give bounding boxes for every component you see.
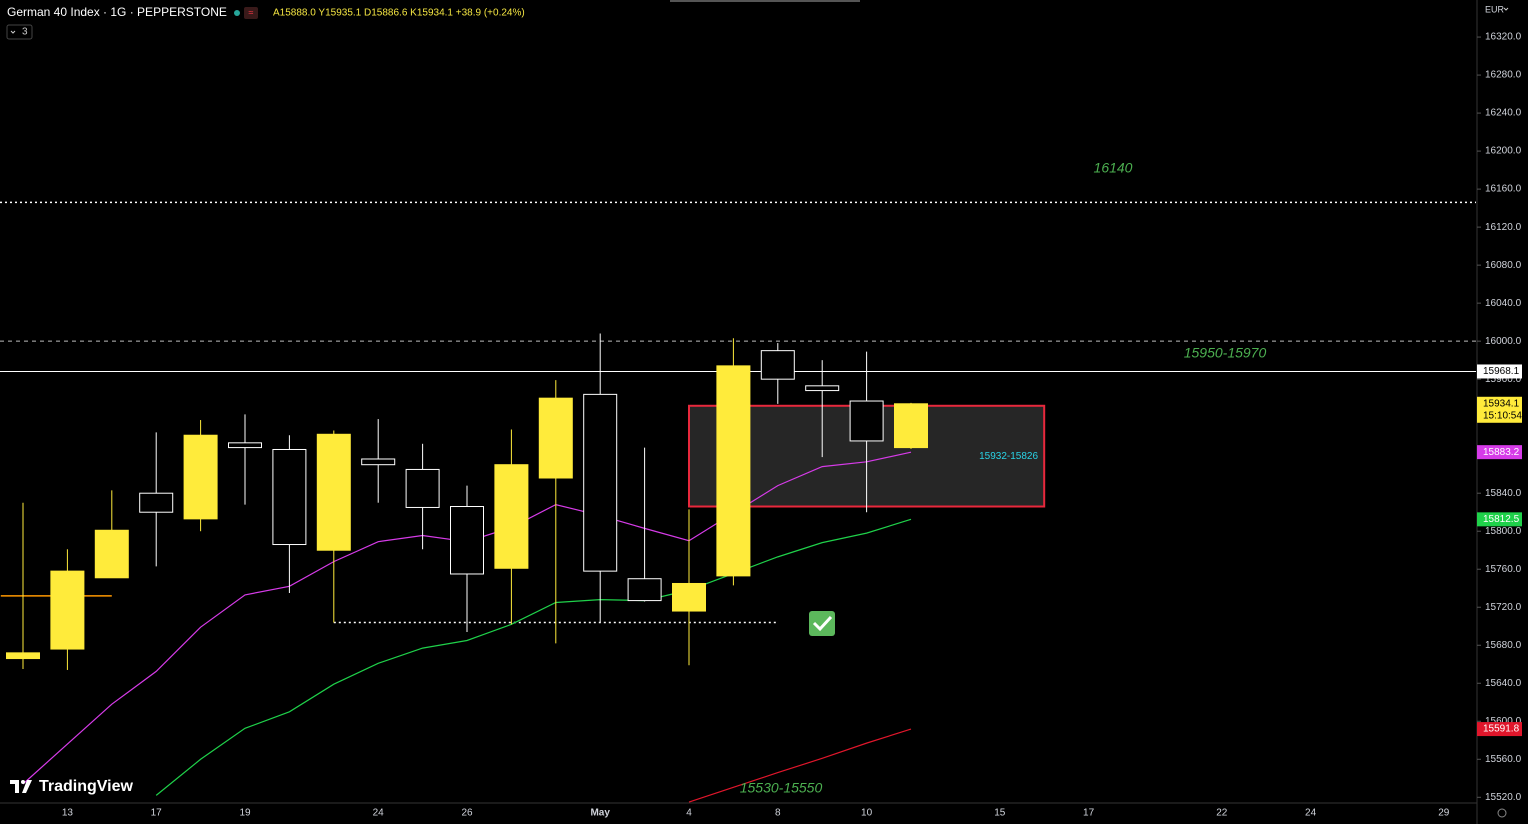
candle-body (450, 506, 484, 575)
status-icon-glyph: ≈ (249, 7, 254, 17)
annotation: 15530-15550 (740, 780, 823, 796)
chevron (1503, 7, 1509, 11)
zone-label: 15932-15826 (979, 451, 1038, 462)
price-tag-label: 15812.5 (1483, 514, 1520, 525)
y-tick-label: 16040.0 (1485, 298, 1522, 309)
candle-body (805, 385, 840, 392)
price-tag-bg (1477, 364, 1522, 379)
y-tick-label: 16120.0 (1485, 222, 1522, 233)
price-tag-bg (1477, 722, 1522, 737)
settings-icon[interactable] (1497, 808, 1507, 818)
candle-body (627, 578, 662, 602)
x-tick-label: 13 (62, 808, 74, 819)
indicators-toggle[interactable] (6, 24, 33, 40)
chart-title[interactable]: German 40 Index · 1G · PEPPERSTONE (7, 5, 227, 19)
x-tick-label: 19 (239, 808, 251, 819)
candle-body (183, 434, 218, 520)
status-dot (234, 10, 240, 16)
candle-body (361, 458, 396, 466)
y-tick-label: 16080.0 (1485, 260, 1522, 271)
price-tag-bg (1477, 396, 1522, 423)
y-tick-label: 16240.0 (1485, 108, 1522, 119)
price-tag: 15934.115:10:54 (1477, 396, 1522, 423)
candle-body (849, 400, 884, 442)
y-tick-label: 16200.0 (1485, 146, 1522, 157)
y-tick-label: 15600.0 (1485, 716, 1522, 727)
top-handle[interactable] (670, 0, 860, 2)
candle-body (716, 365, 751, 577)
currency-label[interactable]: EUR (1485, 4, 1505, 14)
x-tick-label: 24 (1305, 808, 1317, 819)
chevron (10, 30, 16, 34)
candle-body (494, 464, 529, 569)
x-tick-label: 4 (686, 808, 692, 819)
y-tick-label: 16280.0 (1485, 70, 1522, 81)
x-tick-label: 22 (1216, 808, 1228, 819)
ohlc-readout: A15888.0 Y15935.1 D15886.6 K15934.1 +38.… (273, 8, 525, 19)
candle-body (760, 350, 795, 380)
x-tick-label: 17 (151, 808, 163, 819)
candle-body (538, 397, 573, 479)
countdown: 15:10:54 (1483, 410, 1522, 421)
x-tick-label: 17 (1083, 808, 1095, 819)
y-tick-label: 15800.0 (1485, 526, 1522, 537)
y-tick-label: 15640.0 (1485, 678, 1522, 689)
y-tick-label: 15760.0 (1485, 564, 1522, 575)
watermark-logo (10, 780, 32, 793)
candle-body (50, 570, 85, 650)
indicator-line (155, 518, 912, 796)
watermark: TradingView (39, 778, 134, 795)
candle-body (894, 403, 928, 449)
price-tag: 15591.8 (1477, 722, 1522, 737)
y-tick-label: 15720.0 (1485, 602, 1522, 613)
plot-area: 15932-15826 (0, 201, 1476, 803)
annotation: 15950-15970 (1184, 345, 1267, 361)
candle-body (316, 433, 351, 551)
price-tag-label: 15883.2 (1483, 447, 1520, 458)
price-tag-bg (1477, 445, 1522, 460)
price-tag-label: 15934.1 (1483, 398, 1520, 409)
x-tick-label: 8 (775, 808, 781, 819)
price-tag-label: 15968.1 (1483, 366, 1520, 377)
x-tick-label: 24 (373, 808, 385, 819)
y-tick-label: 16160.0 (1485, 184, 1522, 195)
x-tick-label: May (590, 808, 610, 819)
x-tick-label: 15 (994, 808, 1006, 819)
y-tick-label: 15960.0 (1485, 374, 1522, 385)
annotation: 16140 (1094, 160, 1133, 176)
price-tag-label: 15591.8 (1483, 724, 1520, 735)
y-tick-label: 15520.0 (1485, 792, 1522, 803)
price-axis: 16320.0 16280.0 16240.0 16200.0 16160.0 16120… (62, 32, 1523, 819)
y-tick-label: 16000.0 (1485, 336, 1522, 347)
candle-body (672, 582, 706, 612)
candle-body (405, 468, 440, 508)
candle-body (228, 442, 262, 449)
status-icon (244, 7, 258, 19)
check-icon (809, 611, 835, 636)
x-tick-label: 29 (1438, 808, 1450, 819)
price-tag-bg (1477, 512, 1522, 527)
indicator-count: 3 (22, 27, 28, 38)
price-tag: 15812.5 (1477, 512, 1522, 527)
y-tick-label: 15840.0 (1485, 488, 1522, 499)
candle-body (583, 393, 618, 572)
y-tick-label: 15560.0 (1485, 754, 1522, 765)
candle-body (6, 652, 40, 660)
y-tick-label: 15680.0 (1485, 640, 1522, 651)
candle-body (94, 529, 129, 579)
price-tag: 15883.2 (1477, 445, 1522, 460)
y-tick-label: 16320.0 (1485, 32, 1522, 43)
candle-body (139, 492, 174, 513)
price-tag: 15968.1 (1477, 364, 1522, 379)
x-tick-label: 10 (861, 808, 873, 819)
x-tick-label: 26 (461, 808, 473, 819)
candle-body (272, 448, 307, 546)
indicator-line (688, 728, 912, 803)
